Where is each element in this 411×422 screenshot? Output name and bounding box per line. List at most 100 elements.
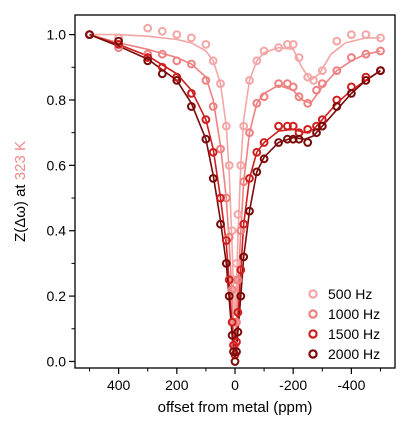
data-point [232, 337, 241, 347]
data-point [224, 275, 234, 285]
data-point [312, 85, 321, 95]
data-point [157, 26, 167, 36]
data-point [252, 98, 262, 108]
data-point [201, 76, 211, 85]
data-point [312, 128, 321, 138]
data-point [303, 98, 313, 108]
data-point [317, 121, 327, 131]
y-tick-label: 0.2 [47, 288, 67, 304]
data-point [224, 161, 234, 170]
fit-curve [89, 33, 381, 316]
data-point [233, 275, 243, 285]
data-point [187, 102, 196, 111]
data-point [227, 317, 237, 327]
data-point [274, 43, 284, 53]
data-point [309, 76, 318, 85]
data-point [294, 134, 304, 144]
data-point [361, 76, 371, 85]
legend-label: 1000 Hz [328, 306, 380, 322]
data-point [303, 124, 313, 134]
x-tick-label: -200 [279, 377, 307, 393]
data-point [236, 161, 246, 170]
data-markers [85, 23, 385, 366]
data-point [245, 206, 254, 216]
data-point [216, 79, 225, 88]
data-point [288, 40, 298, 49]
data-point [252, 56, 262, 66]
data-point [221, 236, 231, 245]
data-point [376, 46, 385, 56]
data-point [232, 259, 241, 268]
data-point [259, 138, 269, 147]
data-point [245, 128, 254, 138]
data-point [157, 49, 167, 59]
data-point [239, 219, 249, 229]
legend-marker [308, 329, 318, 339]
data-point [187, 59, 196, 69]
data-point [172, 30, 182, 39]
data-point [230, 357, 240, 366]
data-point [216, 219, 225, 229]
x-tick-label: -400 [337, 377, 365, 393]
data-point [233, 308, 243, 317]
data-point [347, 53, 356, 62]
data-point [201, 40, 211, 49]
data-point [172, 76, 182, 85]
data-point [252, 167, 262, 177]
data-point [85, 30, 94, 39]
legend-label: 500 Hz [328, 286, 372, 302]
data-point [236, 265, 246, 275]
legend: 500 Hz 1000 Hz 1500 Hz 2000 Hz [308, 286, 380, 362]
data-point [361, 30, 371, 39]
data-point [288, 134, 298, 144]
data-point [143, 53, 153, 62]
data-point [288, 82, 298, 92]
data-point [143, 23, 153, 33]
data-point [347, 89, 356, 98]
data-point [114, 40, 123, 49]
data-point [229, 275, 238, 285]
x-tick-label: 400 [107, 377, 131, 393]
y-tick-label: 1.0 [47, 27, 67, 43]
data-point [288, 121, 298, 131]
data-point [376, 66, 385, 75]
data-point [187, 33, 196, 43]
data-point [157, 69, 167, 79]
data-point [274, 138, 284, 147]
data-point [361, 72, 371, 82]
fit-curve [89, 33, 381, 359]
data-point [259, 46, 269, 56]
data-point [208, 147, 218, 157]
legend-marker [308, 289, 318, 299]
legend-marker [308, 349, 318, 359]
data-point [332, 36, 342, 46]
data-point [303, 138, 313, 147]
data-point [317, 66, 327, 75]
data-point [245, 174, 254, 183]
data-point [232, 347, 241, 357]
data-point [252, 147, 262, 157]
y-tick-label: 0.0 [47, 353, 67, 369]
data-point [376, 33, 385, 43]
data-point [233, 327, 243, 337]
y-axis-title-prefix: Z(Δω) at [12, 184, 29, 242]
data-point [172, 56, 182, 66]
data-point [294, 53, 304, 62]
data-point [221, 259, 231, 268]
data-point [201, 134, 211, 144]
data-point [229, 347, 238, 357]
data-point [274, 79, 284, 88]
legend-label: 2000 Hz [328, 346, 380, 362]
data-point [187, 89, 196, 98]
data-point [236, 291, 246, 301]
data-point [294, 92, 304, 102]
y-axis-title: Z(Δω) at 323 K [12, 141, 29, 242]
legend-marker [308, 309, 318, 319]
data-point [239, 121, 249, 131]
data-point [172, 72, 182, 82]
y-tick-label: 0.4 [47, 223, 67, 239]
data-point [239, 252, 249, 262]
data-point [201, 115, 211, 124]
data-point [259, 154, 269, 164]
data-point [361, 49, 371, 59]
